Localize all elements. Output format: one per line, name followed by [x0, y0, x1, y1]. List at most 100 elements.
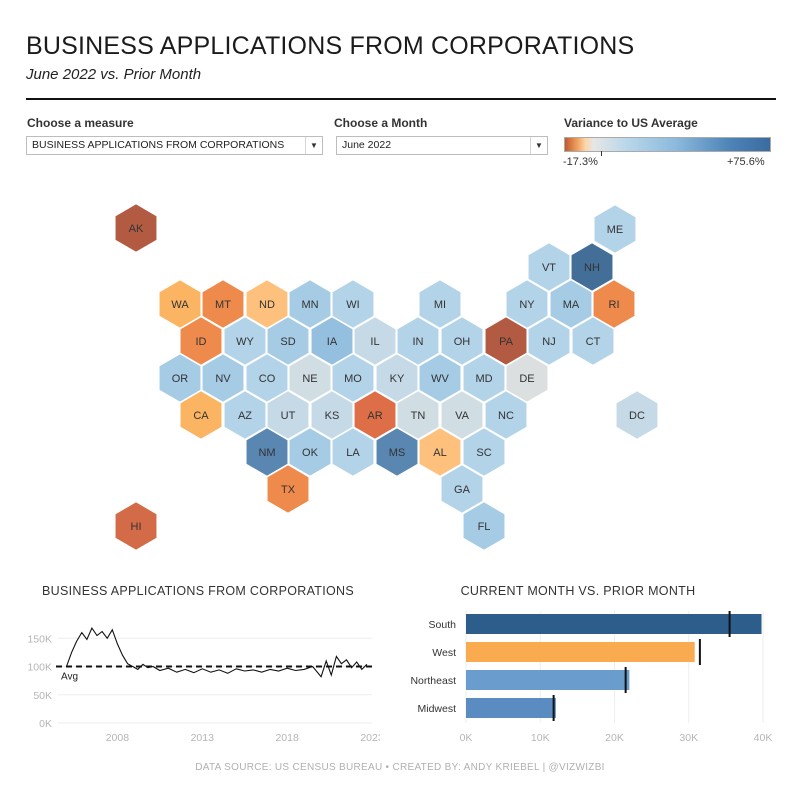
hex-label: DC — [629, 410, 645, 422]
category-label: South — [429, 619, 457, 631]
hex-tile-tx[interactable]: TX — [266, 463, 310, 515]
bar-chart: CURRENT MONTH VS. PRIOR MONTH 0K 10K 20K 30K… — [410, 584, 773, 744]
hex-tile-dc[interactable]: DC — [615, 389, 659, 441]
hex-label: HI — [131, 521, 142, 533]
hex-tile-nh[interactable]: NH — [570, 241, 614, 293]
hex-label: TN — [411, 410, 426, 422]
hex-label: LA — [346, 447, 360, 459]
hex-tile-hi[interactable]: HI — [114, 500, 158, 552]
category-label: Northeast — [410, 675, 456, 687]
hex-label: TX — [281, 484, 296, 496]
chevron-down-icon[interactable]: ▼ — [305, 137, 322, 154]
hex-tile-vt[interactable]: VT — [527, 241, 571, 293]
hex-label: CO — [259, 373, 276, 385]
hex-label: NC — [498, 410, 514, 422]
measure-label: Choose a measure — [27, 116, 134, 130]
hex-label: NM — [258, 447, 275, 459]
hex-label: SC — [476, 447, 491, 459]
hex-label: RI — [609, 299, 620, 311]
legend-min-label: -17.3% — [563, 156, 598, 168]
hex-tile-map: AK ME VT NH WA MT ND MN WI MI NY MA RI ID WY SD IA IL IN OH… — [114, 202, 659, 552]
page-subtitle: June 2022 vs. Prior Month — [26, 66, 202, 83]
hex-tile-ct[interactable]: CT — [571, 315, 615, 367]
hex-tile-nc[interactable]: NC — [484, 389, 528, 441]
x-tick-label: 2023 — [360, 732, 380, 744]
hex-label: NY — [519, 299, 535, 311]
y-tick-label: 150K — [27, 633, 52, 645]
hex-label: KY — [390, 373, 405, 385]
title-divider — [26, 98, 776, 100]
hex-tile-sc[interactable]: SC — [462, 426, 506, 478]
color-legend-bar — [564, 137, 771, 152]
legend-average-marker — [601, 151, 602, 156]
y-tick-label: 50K — [33, 690, 52, 702]
x-tick-label: 2008 — [106, 732, 130, 744]
hex-label: OH — [454, 336, 471, 348]
x-tick-label: 30K — [679, 732, 698, 744]
hex-tile-ga[interactable]: GA — [440, 463, 484, 515]
hex-tile-wv[interactable]: WV — [418, 352, 462, 404]
hex-label: MA — [563, 299, 580, 311]
hex-label: KS — [325, 410, 340, 422]
hex-tile-al[interactable]: AL — [418, 426, 462, 478]
bar-current-south[interactable] — [466, 614, 762, 634]
hex-label: GA — [454, 484, 471, 496]
hex-label: WV — [431, 373, 449, 385]
hex-label: NJ — [542, 336, 555, 348]
hex-label: DE — [519, 373, 534, 385]
hex-label: WY — [236, 336, 254, 348]
hex-tile-mt[interactable]: MT — [201, 278, 245, 330]
hex-tile-ms[interactable]: MS — [375, 426, 419, 478]
hex-label: NH — [584, 262, 600, 274]
x-tick-label: 0K — [460, 732, 473, 744]
hex-tile-nj[interactable]: NJ — [527, 315, 571, 367]
hex-label: IN — [413, 336, 424, 348]
hex-tile-va[interactable]: VA — [440, 389, 484, 441]
hex-tile-la[interactable]: LA — [331, 426, 375, 478]
page-title: BUSINESS APPLICATIONS FROM CORPORATIONS — [26, 32, 635, 60]
hex-label: UT — [281, 410, 296, 422]
hex-label: CA — [193, 410, 209, 422]
hex-tile-me[interactable]: ME — [593, 203, 637, 255]
hex-label: ID — [196, 336, 207, 348]
chevron-down-icon[interactable]: ▼ — [530, 137, 547, 154]
x-tick-label: 40K — [754, 732, 773, 744]
hex-tile-fl[interactable]: FL — [462, 500, 506, 552]
hex-label: CT — [586, 336, 601, 348]
hex-label: OK — [302, 447, 319, 459]
bar-current-west[interactable] — [466, 642, 695, 662]
hex-tile-ma[interactable]: MA — [549, 278, 593, 330]
hex-label: NE — [302, 373, 317, 385]
hex-tile-nv[interactable]: NV — [201, 352, 245, 404]
hex-label: MO — [344, 373, 362, 385]
hex-label: IA — [327, 336, 338, 348]
hex-tile-ca[interactable]: CA — [179, 389, 223, 441]
hex-tile-md[interactable]: MD — [462, 352, 506, 404]
measure-dropdown[interactable]: BUSINESS APPLICATIONS FROM CORPORATIONS … — [26, 136, 323, 155]
hex-label: OR — [172, 373, 189, 385]
category-label: West — [432, 647, 456, 659]
bar-current-midwest[interactable] — [466, 698, 556, 718]
month-dropdown[interactable]: June 2022 ▼ — [336, 136, 548, 155]
hex-label: PA — [499, 336, 514, 348]
hex-label: IL — [370, 336, 379, 348]
hex-tile-ak[interactable]: AK — [114, 202, 158, 254]
bar-current-northeast[interactable] — [466, 670, 630, 690]
footer-credits: DATA SOURCE: US CENSUS BUREAU • CREATED … — [195, 762, 605, 773]
hex-label: MI — [434, 299, 446, 311]
bar-chart-title: CURRENT MONTH VS. PRIOR MONTH — [461, 584, 696, 598]
x-tick-label: 2018 — [275, 732, 299, 744]
hex-label: MN — [301, 299, 318, 311]
measure-dropdown-value: BUSINESS APPLICATIONS FROM CORPORATIONS — [32, 139, 285, 151]
month-label: Choose a Month — [334, 116, 428, 130]
hex-tile-ok[interactable]: OK — [288, 426, 332, 478]
hex-tile-ut[interactable]: UT — [266, 389, 310, 441]
legend-max-label: +75.6% — [727, 156, 765, 168]
hex-label: AK — [129, 223, 144, 235]
hex-tile-mi[interactable]: MI — [418, 278, 462, 330]
hex-label: ME — [607, 224, 624, 236]
x-tick-label: 10K — [531, 732, 550, 744]
legend-label: Variance to US Average — [564, 116, 698, 130]
hex-tile-oh[interactable]: OH — [440, 315, 484, 367]
category-label: Midwest — [417, 703, 456, 715]
